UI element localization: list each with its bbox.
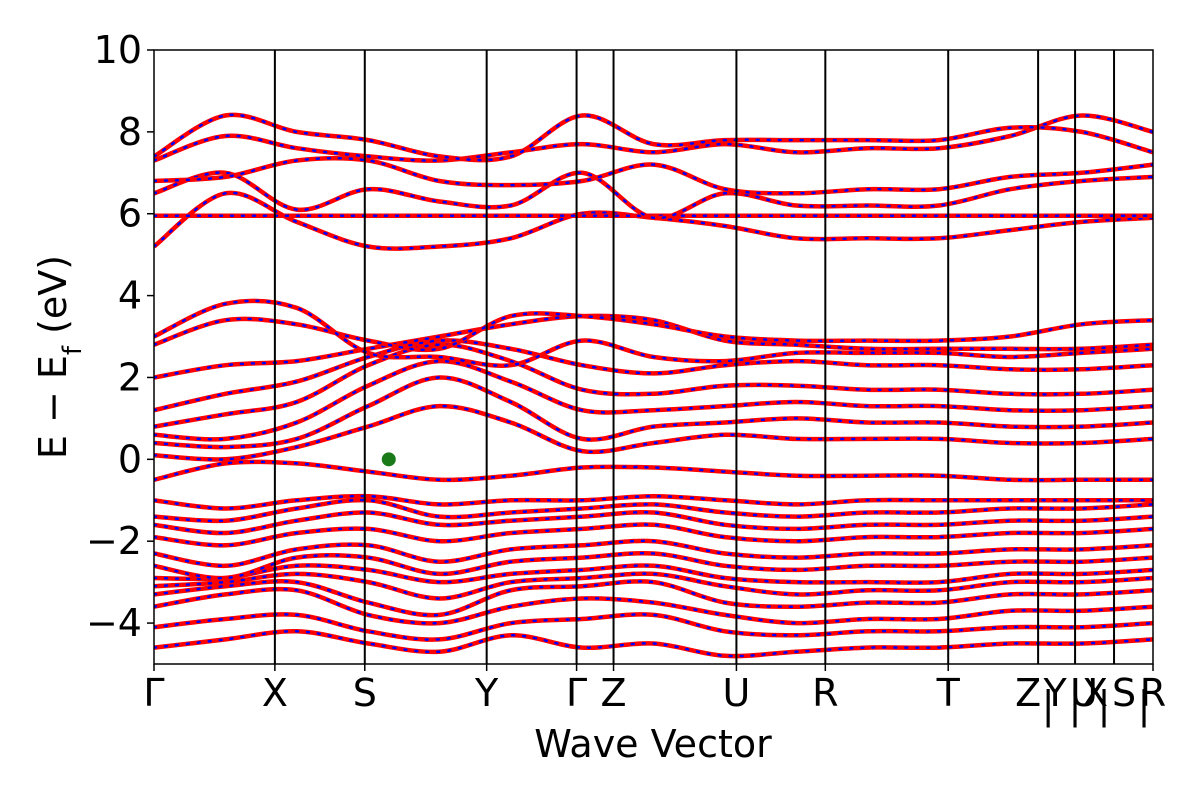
y-tick-label-6: 8 <box>118 110 142 154</box>
band-line-dotted-9 <box>154 511 1153 535</box>
x-tick-label-17: | <box>1138 683 1151 728</box>
x-tick-label-1: X <box>262 671 288 715</box>
band-line-dotted-15 <box>154 359 1153 441</box>
x-tick-label-4: Γ <box>566 671 587 715</box>
band-line-dotted-16 <box>154 343 1153 428</box>
band-line-dotted-18 <box>154 314 1153 379</box>
band-line-dotted-4 <box>154 572 1153 600</box>
band-line-dotted-23 <box>154 171 1153 220</box>
band-line-dotted-20 <box>154 299 1153 367</box>
y-tick-label-2: 0 <box>118 437 142 481</box>
x-axis-title: Wave Vector <box>534 722 772 766</box>
x-tick-label-14: U <box>1070 671 1098 715</box>
y-tick-label-1: −2 <box>86 519 142 563</box>
band-line-dotted-8 <box>154 523 1153 547</box>
kpoint-lines <box>273 50 1116 664</box>
band-line-dotted-0 <box>154 630 1153 658</box>
y-tick-label-3: 2 <box>118 355 142 399</box>
x-tick-label-5: Z <box>601 671 627 715</box>
y-axis-title: E − Ef (eV) <box>31 255 88 459</box>
band-line-19 <box>154 311 1153 353</box>
y-tick-label-5: 6 <box>118 192 142 236</box>
x-tick-label-7: R <box>812 671 838 715</box>
y-tick-label-7: 10 <box>94 28 142 72</box>
x-tick-label-2: S <box>353 671 377 715</box>
bands-layer <box>154 112 1153 659</box>
fermi-marker <box>381 452 396 467</box>
band-line-dotted-13 <box>154 404 1153 461</box>
x-tick-label-6: U <box>723 671 751 715</box>
x-tick-label-8: T <box>936 671 961 715</box>
band-line-dotted-12 <box>154 460 1153 482</box>
x-ticks: Γ X S Y Γ Z U R T Z |Y | XU | S |R <box>143 664 1166 728</box>
marker-layer <box>381 452 396 467</box>
band-line-dotted-17 <box>154 339 1153 412</box>
x-tick-label-0: Γ <box>143 671 164 715</box>
band-line-dotted-2 <box>154 587 1153 625</box>
x-tick-label-3: Y <box>474 671 499 715</box>
x-tick-label-16: S <box>1112 671 1136 715</box>
band-line-dotted-26 <box>154 113 1153 162</box>
y-axis-title-unit: (eV) <box>31 255 75 334</box>
y-axis-title-main: E − E <box>31 355 75 459</box>
band-line-dotted-21 <box>154 191 1153 250</box>
band-line-dotted-6 <box>154 551 1153 580</box>
band-line-dotted-1 <box>154 613 1153 641</box>
y-tick-label-4: 4 <box>118 274 142 318</box>
y-axis-title-sub: f <box>58 345 88 355</box>
x-tick-label-15: | <box>1098 683 1111 728</box>
band-line-dotted-10 <box>154 498 1153 523</box>
x-tick-label-9: Z <box>1015 671 1041 715</box>
x-tick-label-13: X <box>1082 671 1108 715</box>
band-line-dotted-25 <box>154 114 1153 162</box>
y-tick-label-0: −4 <box>86 601 142 645</box>
band-line-dotted-14 <box>154 376 1153 449</box>
plot-frame <box>153 49 1154 665</box>
band-line-dotted-11 <box>154 494 1153 510</box>
band-line-dotted-3 <box>154 580 1153 617</box>
band-line-dotted-24 <box>154 156 1153 195</box>
x-tick-label-10: | <box>1042 683 1055 728</box>
x-tick-label-18: R <box>1140 671 1166 715</box>
x-tick-label-11: Y <box>1042 671 1067 715</box>
y-ticks: −4 −2 0 2 4 6 8 10 <box>86 28 154 645</box>
x-tick-label-12: | <box>1069 683 1082 728</box>
band-line-dotted-5 <box>154 564 1153 584</box>
band-line-dotted-7 <box>154 539 1153 568</box>
